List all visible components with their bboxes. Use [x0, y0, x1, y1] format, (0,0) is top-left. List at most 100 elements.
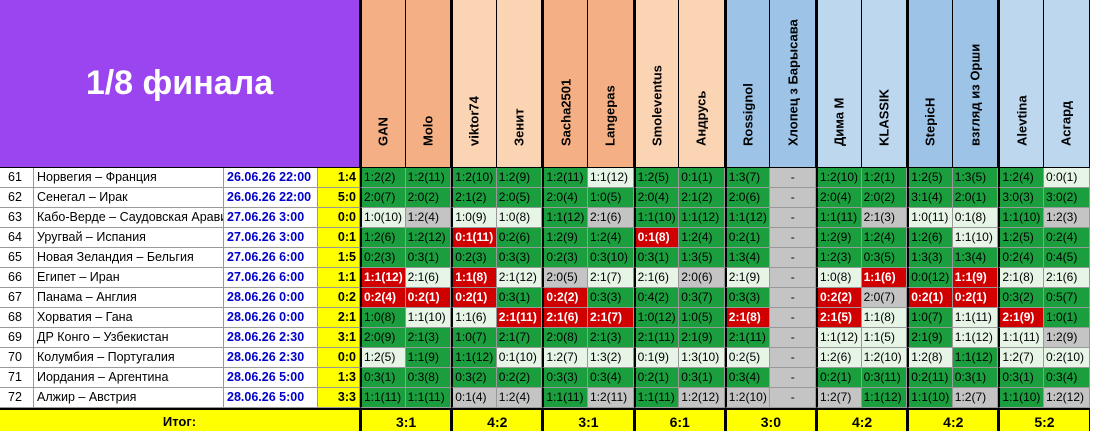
- prediction-cell: 1:2(7): [542, 348, 588, 368]
- match-number: 66: [0, 268, 34, 288]
- prediction-cell: 0:2(6): [496, 228, 543, 248]
- prediction-cell: 1:2(7): [816, 388, 862, 408]
- prediction-cell: 0:3(1): [360, 368, 406, 388]
- prediction-cell: 0:3(1): [952, 368, 999, 388]
- prediction-cell: 1:1(12): [451, 348, 497, 368]
- prediction-cell: 1:2(9): [1044, 328, 1090, 348]
- prediction-cell: 1:2(8): [907, 348, 953, 368]
- prediction-cell: 1:2(4): [998, 168, 1044, 188]
- prediction-cell: 1:1(9): [405, 348, 452, 368]
- prediction-cell: 0:2(1): [952, 288, 999, 308]
- match-result: 0:0: [318, 208, 360, 228]
- match-number: 72: [0, 388, 34, 408]
- prediction-cell: 2:1(6): [633, 268, 680, 288]
- prediction-cell: 1:2(4): [679, 228, 725, 248]
- prediction-cell: 2:1(8): [724, 308, 771, 328]
- prediction-cell: 1:3(2): [588, 348, 634, 368]
- prediction-cell: 1:1(8): [861, 308, 908, 328]
- prediction-cell: 1:1(8): [451, 268, 497, 288]
- prediction-cell: 1:2(5): [998, 228, 1044, 248]
- prediction-cell: 1:1(12): [360, 268, 406, 288]
- prediction-cell: 0:2(3): [360, 248, 406, 268]
- prediction-cell: 1:1(11): [952, 308, 999, 328]
- participant-header: Асгард: [1044, 0, 1090, 168]
- prediction-cell: 2:1(6): [405, 268, 452, 288]
- prediction-cell: 1:3(10): [679, 348, 725, 368]
- participant-name: Langepas: [602, 85, 618, 146]
- match-teams: Иордания – Аргентина: [34, 368, 224, 388]
- prediction-cell: 0:2(2): [816, 288, 862, 308]
- prediction-cell: 0:3(2): [451, 368, 497, 388]
- prediction-cell: 2:1(7): [588, 308, 634, 328]
- match-number: 61: [0, 168, 34, 188]
- prediction-cell: 0:3(5): [861, 248, 908, 268]
- match-teams: Алжир – Австрия: [34, 388, 224, 408]
- prediction-cell: 2:1(3): [861, 208, 908, 228]
- participant-name: Андрусь: [693, 90, 709, 146]
- prediction-cell: 0:1(4): [451, 388, 497, 408]
- prediction-cell: 1:2(9): [496, 168, 543, 188]
- match-date: 28.06.26 5:00: [224, 368, 318, 388]
- prediction-cell: 3:0(2): [1044, 188, 1090, 208]
- participant-header: GAN: [360, 0, 406, 168]
- participant-header: Molo: [405, 0, 452, 168]
- match-teams: Кабо-Верде – Саудовская Аравия: [34, 208, 224, 228]
- prediction-cell: 1:2(3): [816, 248, 862, 268]
- participant-header: Langepas: [588, 0, 634, 168]
- participant-name: viktor74: [466, 96, 482, 146]
- prediction-cell: 2:1(8): [998, 268, 1044, 288]
- prediction-cell: 1:1(11): [633, 388, 680, 408]
- prediction-cell: 2:1(6): [542, 308, 588, 328]
- prediction-cell: 1:2(11): [588, 388, 634, 408]
- prediction-cell: 1:1(12): [679, 208, 725, 228]
- match-date: 27.06.26 6:00: [224, 248, 318, 268]
- prediction-cell: 1:1(10): [907, 388, 953, 408]
- prediction-cell: 2:1(9): [724, 268, 771, 288]
- match-date: 27.06.26 3:00: [224, 228, 318, 248]
- prediction-cell: 2:1(9): [907, 328, 953, 348]
- match-date: 27.06.26 6:00: [224, 268, 318, 288]
- prediction-cell: 0:4(5): [1044, 248, 1090, 268]
- participant-name: Alevtina: [1014, 95, 1030, 146]
- prediction-cell: 0:3(7): [679, 288, 725, 308]
- prediction-cell: 1:0(1): [1044, 308, 1090, 328]
- prediction-cell: -: [770, 328, 816, 348]
- prediction-cell: 0:2(3): [542, 248, 588, 268]
- participant-name: взгляд из Орши: [967, 43, 983, 146]
- prediction-cell: 1:1(9): [952, 268, 999, 288]
- prediction-cell: 1:2(12): [1044, 388, 1090, 408]
- prediction-cell: 1:1(5): [861, 328, 908, 348]
- prediction-cell: 2:1(7): [496, 328, 543, 348]
- prediction-cell: 0:3(4): [724, 368, 771, 388]
- prediction-cell: 1:0(8): [360, 308, 406, 328]
- prediction-cell: 2:0(7): [360, 188, 406, 208]
- prediction-cell: 1:0(7): [907, 308, 953, 328]
- match-number: 64: [0, 228, 34, 248]
- match-date: 28.06.26 5:00: [224, 388, 318, 408]
- prediction-cell: 1:2(10): [451, 168, 497, 188]
- total-label: Итог:: [0, 408, 360, 431]
- prediction-cell: 2:1(7): [588, 268, 634, 288]
- prediction-cell: 1:2(10): [724, 388, 771, 408]
- prediction-cell: -: [770, 268, 816, 288]
- participant-name: Sacha2501: [558, 78, 574, 146]
- participant-name: Smoleventus: [649, 65, 665, 146]
- prediction-cell: 1:1(12): [861, 388, 908, 408]
- prediction-cell: 3:0(3): [998, 188, 1044, 208]
- prediction-cell: 2:0(2): [861, 188, 908, 208]
- prediction-cell: 2:0(7): [861, 288, 908, 308]
- match-teams: Хорватия – Гана: [34, 308, 224, 328]
- prediction-cell: 1:2(9): [816, 228, 862, 248]
- prediction-cell: 0:2(3): [451, 248, 497, 268]
- prediction-cell: 0:1(10): [496, 348, 543, 368]
- prediction-cell: 1:3(4): [724, 248, 771, 268]
- prediction-cell: -: [770, 308, 816, 328]
- match-teams: Колумбия – Португалия: [34, 348, 224, 368]
- prediction-cell: 1:2(9): [542, 228, 588, 248]
- prediction-cell: 0:3(4): [588, 368, 634, 388]
- match-number: 70: [0, 348, 34, 368]
- prediction-cell: 0:3(11): [861, 368, 908, 388]
- prediction-cell: 1:1(12): [542, 208, 588, 228]
- table-title: 1/8 финала: [0, 0, 360, 168]
